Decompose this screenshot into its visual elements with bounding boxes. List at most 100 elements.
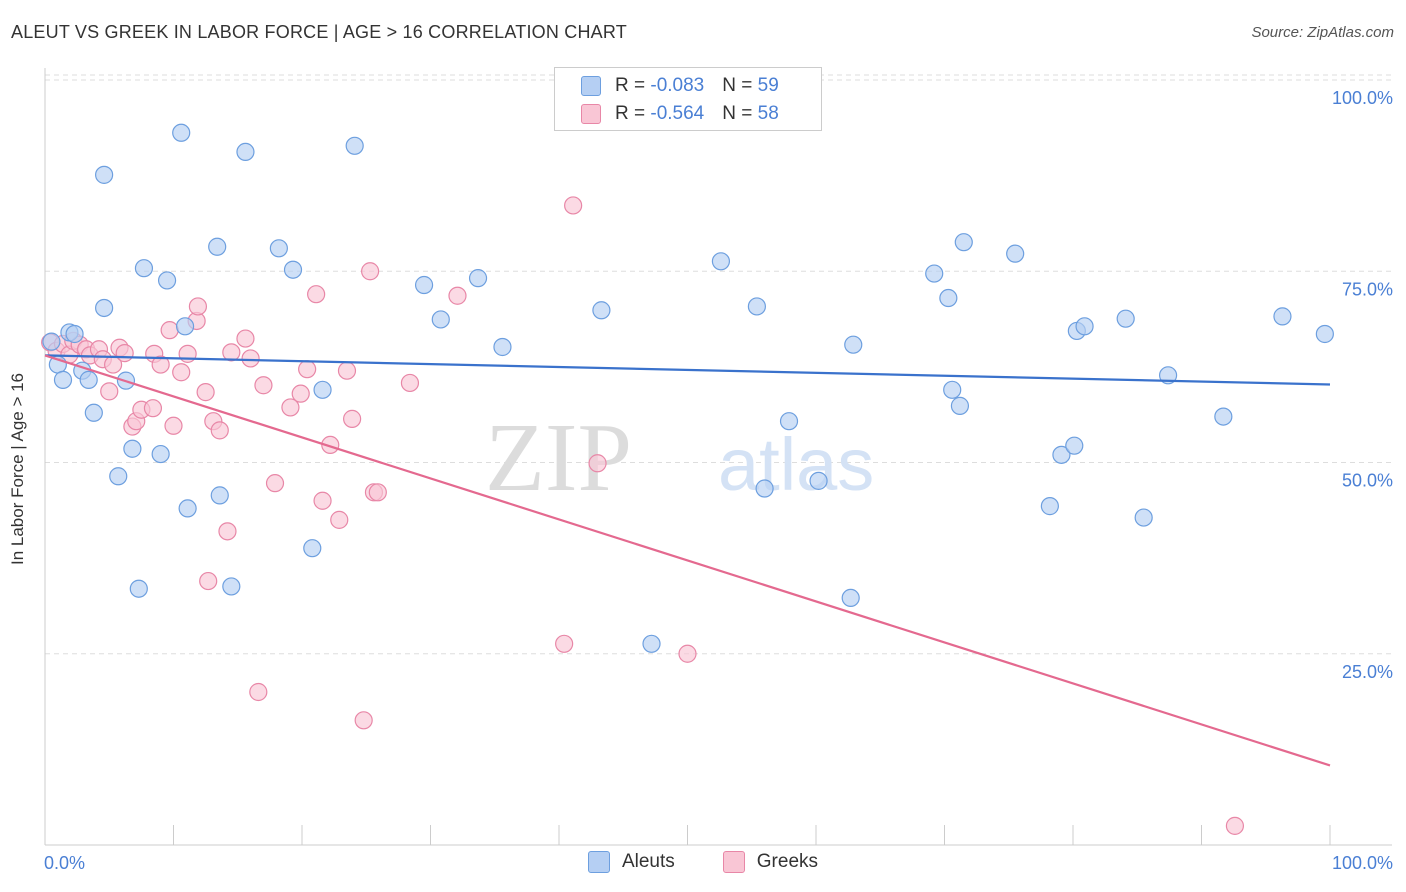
aleut-point [42, 332, 61, 351]
greek-point [337, 361, 357, 380]
greek-point [1225, 816, 1245, 835]
y-axis-label: In Labor Force | Age > 16 [8, 372, 27, 565]
axes [44, 68, 1392, 846]
aleut-points [42, 123, 1334, 653]
greek-point [298, 360, 317, 379]
aleut-n-label: N = [722, 75, 758, 96]
greek-point [361, 262, 380, 281]
aleut-point [939, 288, 958, 308]
aleut-point [954, 233, 973, 252]
aleut-point [313, 380, 332, 399]
greek-point [196, 383, 215, 402]
aleut-point [175, 317, 195, 336]
greek-point [172, 363, 191, 382]
watermark-zip: ZIP [485, 404, 632, 512]
aleut-point [1075, 317, 1094, 336]
greek-point [143, 399, 163, 418]
aleut-point [123, 439, 142, 458]
greek-point [151, 355, 170, 374]
aleut-point [283, 260, 303, 279]
greek-r-value: -0.564 [650, 103, 705, 124]
aleut-point [1315, 324, 1334, 344]
chart-title: ALEUT VS GREEK IN LABOR FORCE | AGE > 16… [11, 22, 627, 42]
greek-point [265, 474, 285, 493]
aleut-point [1052, 445, 1071, 464]
stats-legend: R = -0.083 N = 59 R = -0.564 N = 58 [554, 67, 822, 131]
legend-item-greeks[interactable]: Greeks [722, 851, 819, 873]
aleut-point [711, 252, 731, 271]
greek-point [307, 285, 326, 304]
aleut-point [841, 588, 860, 608]
aleut-point [172, 123, 191, 142]
greek-point [368, 483, 387, 502]
aleut-point [95, 165, 114, 184]
greek-point [400, 373, 420, 393]
aleuts-label: Aleuts [621, 851, 675, 872]
aleut-point [1065, 436, 1084, 455]
aleut-point [208, 237, 227, 256]
aleut-point [925, 264, 944, 283]
aleut-point [236, 142, 255, 162]
y-tick-label: 50.0% [1342, 471, 1393, 491]
greek-point [210, 421, 229, 440]
aleut-point [1116, 309, 1135, 328]
aleut-point [844, 335, 863, 354]
greek-point [448, 286, 467, 305]
aleut-point [222, 577, 241, 596]
greek-point [218, 522, 237, 541]
aleut-point [269, 239, 288, 258]
aleut-point [414, 275, 434, 295]
greeks-swatch [722, 851, 745, 873]
greek-point [254, 376, 273, 395]
greek-point [555, 634, 574, 653]
aleut-point [950, 396, 970, 415]
aleut-point [779, 412, 799, 431]
greek-point [291, 384, 310, 403]
aleut-point [303, 539, 322, 558]
x-tick-label: 0.0% [44, 853, 85, 873]
aleut-point [755, 479, 774, 498]
greek-r-label: R = [615, 103, 651, 124]
aleut-point [178, 499, 197, 518]
aleut-point [747, 297, 766, 316]
aleuts-swatch [587, 851, 610, 873]
greek-point [343, 409, 362, 428]
aleut-point [109, 467, 128, 486]
greek-point [249, 682, 268, 702]
aleut-swatch [581, 76, 601, 96]
aleut-point [1134, 508, 1153, 527]
legend-row-aleut: R = -0.083 N = 59 [581, 74, 779, 98]
aleut-point [1214, 407, 1233, 426]
aleut-point [493, 337, 512, 357]
trend-lines [44, 354, 1331, 767]
aleut-point [943, 380, 962, 399]
greek-point [354, 711, 373, 730]
legend-item-aleuts[interactable]: Aleuts [587, 851, 675, 873]
greek-n-value: 58 [757, 103, 779, 124]
greek-point [160, 321, 179, 340]
aleut-point [151, 444, 170, 464]
greek-point [188, 297, 208, 316]
aleut-point [1158, 366, 1178, 385]
y-tick-label: 100.0% [1332, 88, 1393, 108]
aleut-point [592, 301, 611, 320]
greek-point [241, 349, 260, 368]
aleut-point [65, 324, 84, 344]
watermark: ZIP atlas [485, 404, 874, 512]
greek-point [330, 510, 349, 529]
aleut-point [431, 310, 450, 329]
source-label: Source: ZipAtlas.com [1251, 24, 1394, 41]
aleut-point [84, 403, 103, 422]
greek-point [321, 435, 340, 455]
aleut-r-label: R = [615, 75, 651, 96]
greek-points [41, 196, 1245, 835]
aleut-point [210, 486, 229, 505]
aleut-point [1273, 307, 1292, 326]
greeks-label: Greeks [756, 851, 819, 872]
aleut-point [468, 269, 488, 288]
aleut-point [95, 298, 114, 318]
watermark-atlas: atlas [718, 423, 874, 506]
aleut-point [809, 471, 828, 490]
aleut-trend-line [44, 354, 1331, 386]
